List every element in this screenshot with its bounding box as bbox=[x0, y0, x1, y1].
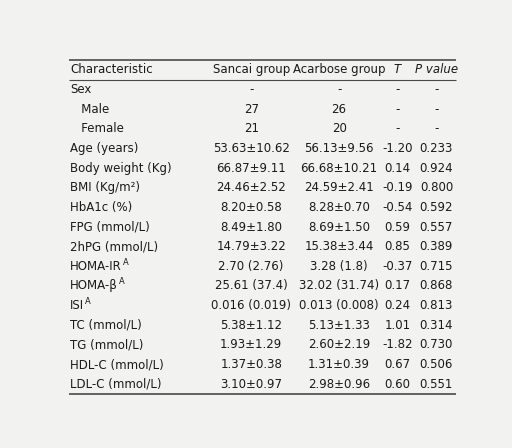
Text: 0.551: 0.551 bbox=[420, 378, 453, 391]
Text: 0.715: 0.715 bbox=[420, 260, 453, 273]
Text: 15.38±3.44: 15.38±3.44 bbox=[305, 240, 374, 253]
Text: 0.314: 0.314 bbox=[420, 319, 453, 332]
Text: -: - bbox=[395, 103, 399, 116]
Text: HOMA-IR: HOMA-IR bbox=[70, 260, 122, 273]
Text: -1.20: -1.20 bbox=[382, 142, 413, 155]
Text: HDL-C (mmol/L): HDL-C (mmol/L) bbox=[70, 358, 164, 371]
Text: -: - bbox=[395, 83, 399, 96]
Text: 0.17: 0.17 bbox=[384, 280, 410, 293]
Text: 1.31±0.39: 1.31±0.39 bbox=[308, 358, 370, 371]
Text: 2.70 (2.76): 2.70 (2.76) bbox=[219, 260, 284, 273]
Text: A: A bbox=[119, 277, 124, 286]
Text: Characteristic: Characteristic bbox=[70, 63, 153, 76]
Text: -0.54: -0.54 bbox=[382, 201, 413, 214]
Text: 25.61 (37.4): 25.61 (37.4) bbox=[215, 280, 288, 293]
Text: 0.85: 0.85 bbox=[385, 240, 410, 253]
Text: 0.592: 0.592 bbox=[420, 201, 453, 214]
Text: Male: Male bbox=[70, 103, 110, 116]
Text: Age (years): Age (years) bbox=[70, 142, 139, 155]
Text: 26: 26 bbox=[332, 103, 347, 116]
Text: 2.98±0.96: 2.98±0.96 bbox=[308, 378, 370, 391]
Text: Sex: Sex bbox=[70, 83, 92, 96]
Text: A: A bbox=[123, 258, 129, 267]
Text: 3.28 (1.8): 3.28 (1.8) bbox=[310, 260, 368, 273]
Text: 2.60±2.19: 2.60±2.19 bbox=[308, 338, 370, 351]
Text: 66.87±9.11: 66.87±9.11 bbox=[216, 162, 286, 175]
Text: 0.233: 0.233 bbox=[420, 142, 453, 155]
Text: 8.49±1.80: 8.49±1.80 bbox=[220, 220, 282, 233]
Text: 0.868: 0.868 bbox=[420, 280, 453, 293]
Text: 0.016 (0.019): 0.016 (0.019) bbox=[211, 299, 291, 312]
Text: -: - bbox=[395, 122, 399, 135]
Text: -: - bbox=[434, 103, 439, 116]
Text: -0.37: -0.37 bbox=[382, 260, 413, 273]
Text: P value: P value bbox=[415, 63, 458, 76]
Text: FPG (mmol/L): FPG (mmol/L) bbox=[70, 220, 150, 233]
Text: Body weight (Kg): Body weight (Kg) bbox=[70, 162, 172, 175]
Text: 0.389: 0.389 bbox=[420, 240, 453, 253]
Text: 24.46±2.52: 24.46±2.52 bbox=[216, 181, 286, 194]
Text: 1.93±1.29: 1.93±1.29 bbox=[220, 338, 282, 351]
Text: 0.924: 0.924 bbox=[419, 162, 453, 175]
Text: 3.10±0.97: 3.10±0.97 bbox=[220, 378, 282, 391]
Text: TC (mmol/L): TC (mmol/L) bbox=[70, 319, 142, 332]
Text: Acarbose group: Acarbose group bbox=[293, 63, 386, 76]
Text: 2hPG (mmol/L): 2hPG (mmol/L) bbox=[70, 240, 158, 253]
Text: 14.79±3.22: 14.79±3.22 bbox=[216, 240, 286, 253]
Text: 1.01: 1.01 bbox=[384, 319, 410, 332]
Text: 21: 21 bbox=[244, 122, 259, 135]
Text: TG (mmol/L): TG (mmol/L) bbox=[70, 338, 143, 351]
Text: 0.557: 0.557 bbox=[420, 220, 453, 233]
Text: -: - bbox=[434, 83, 439, 96]
Text: 0.24: 0.24 bbox=[384, 299, 410, 312]
Text: -: - bbox=[434, 122, 439, 135]
Text: 5.13±1.33: 5.13±1.33 bbox=[308, 319, 370, 332]
Text: HbA1c (%): HbA1c (%) bbox=[70, 201, 133, 214]
Text: BMI (Kg/m²): BMI (Kg/m²) bbox=[70, 181, 140, 194]
Text: 56.13±9.56: 56.13±9.56 bbox=[304, 142, 374, 155]
Text: 0.730: 0.730 bbox=[420, 338, 453, 351]
Text: 8.20±0.58: 8.20±0.58 bbox=[220, 201, 282, 214]
Text: ISI: ISI bbox=[70, 299, 84, 312]
Text: 20: 20 bbox=[332, 122, 347, 135]
Text: LDL-C (mmol/L): LDL-C (mmol/L) bbox=[70, 378, 162, 391]
Text: 8.28±0.70: 8.28±0.70 bbox=[308, 201, 370, 214]
Text: 0.813: 0.813 bbox=[420, 299, 453, 312]
Text: 0.59: 0.59 bbox=[384, 220, 410, 233]
Text: 1.37±0.38: 1.37±0.38 bbox=[220, 358, 282, 371]
Text: -0.19: -0.19 bbox=[382, 181, 413, 194]
Text: -1.82: -1.82 bbox=[382, 338, 413, 351]
Text: A: A bbox=[85, 297, 91, 306]
Text: 53.63±10.62: 53.63±10.62 bbox=[212, 142, 290, 155]
Text: -: - bbox=[337, 83, 342, 96]
Text: 8.69±1.50: 8.69±1.50 bbox=[308, 220, 370, 233]
Text: Sancai group: Sancai group bbox=[212, 63, 290, 76]
Text: 0.013 (0.008): 0.013 (0.008) bbox=[300, 299, 379, 312]
Text: 0.506: 0.506 bbox=[420, 358, 453, 371]
Text: T: T bbox=[394, 63, 401, 76]
Text: 24.59±2.41: 24.59±2.41 bbox=[304, 181, 374, 194]
Text: 0.67: 0.67 bbox=[384, 358, 410, 371]
Text: 66.68±10.21: 66.68±10.21 bbox=[301, 162, 378, 175]
Text: HOMA-β: HOMA-β bbox=[70, 280, 118, 293]
Text: 32.02 (31.74): 32.02 (31.74) bbox=[299, 280, 379, 293]
Text: 0.14: 0.14 bbox=[384, 162, 410, 175]
Text: Female: Female bbox=[70, 122, 124, 135]
Text: 5.38±1.12: 5.38±1.12 bbox=[220, 319, 282, 332]
Text: 27: 27 bbox=[244, 103, 259, 116]
Text: 0.60: 0.60 bbox=[384, 378, 410, 391]
Text: 0.800: 0.800 bbox=[420, 181, 453, 194]
Text: -: - bbox=[249, 83, 253, 96]
